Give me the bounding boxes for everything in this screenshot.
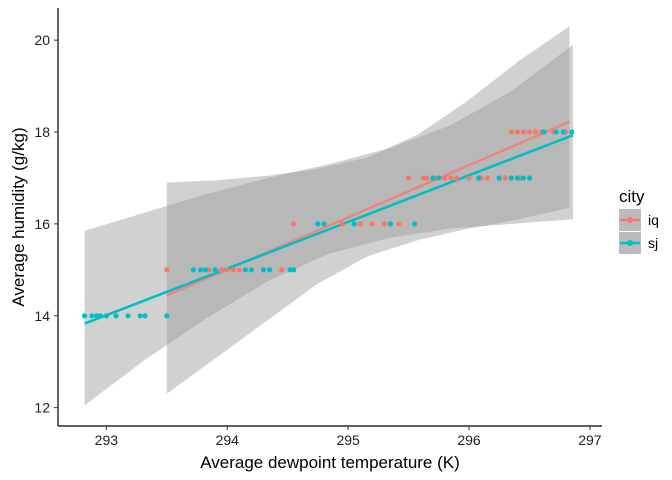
- point-iq: [236, 267, 242, 273]
- point-sj: [412, 221, 418, 227]
- legend-label-iq: iq: [648, 212, 659, 228]
- point-sj: [198, 267, 204, 273]
- x-axis-title: Average dewpoint temperature (K): [200, 453, 460, 472]
- legend-label-sj: sj: [648, 235, 658, 251]
- y-axis-title: Average humidity (g/kg): [9, 127, 28, 306]
- legend-key-point-iq: [627, 217, 633, 223]
- point-sj: [315, 221, 321, 227]
- y-tick-label: 16: [34, 216, 50, 232]
- point-iq: [502, 175, 508, 181]
- point-sj: [526, 175, 533, 181]
- point-iq: [357, 221, 363, 227]
- point-sj: [142, 313, 148, 319]
- point-iq: [424, 175, 430, 181]
- point-iq: [466, 175, 472, 181]
- point-sj: [287, 267, 293, 273]
- point-sj: [82, 313, 88, 319]
- x-tick-label: 296: [457, 432, 481, 448]
- point-iq: [514, 129, 521, 135]
- point-iq: [339, 221, 345, 227]
- point-sj: [508, 175, 514, 181]
- point-iq: [406, 175, 412, 181]
- point-iq: [532, 129, 539, 135]
- point-sj: [387, 221, 393, 227]
- point-sj: [560, 129, 566, 135]
- point-sj: [514, 175, 521, 181]
- point-sj: [496, 175, 502, 181]
- y-tick-label: 20: [34, 32, 50, 48]
- point-iq: [484, 175, 490, 181]
- point-iq: [230, 267, 236, 273]
- point-iq: [206, 267, 212, 273]
- point-iq: [164, 267, 170, 273]
- point-sj: [190, 267, 196, 273]
- point-sj: [89, 313, 95, 319]
- point-sj: [520, 175, 527, 181]
- point-sj: [137, 313, 143, 319]
- point-sj: [164, 313, 170, 319]
- confidence-band-iq: [166, 26, 570, 394]
- point-iq: [520, 129, 527, 135]
- point-sj: [351, 221, 357, 227]
- legend: city iq sj: [619, 187, 659, 254]
- point-sj: [242, 267, 248, 273]
- point-sj: [248, 267, 254, 273]
- y-tick-label: 14: [34, 308, 50, 324]
- point-iq: [218, 267, 224, 273]
- point-iq: [448, 175, 454, 181]
- point-sj: [436, 175, 442, 181]
- point-sj: [553, 129, 559, 135]
- point-iq: [396, 221, 402, 227]
- axes: 293 294 295 296 297 12 14 16 18 20: [34, 8, 602, 448]
- point-sj: [202, 267, 209, 273]
- point-sj: [125, 313, 131, 319]
- point-sj: [113, 313, 119, 319]
- point-iq: [291, 221, 297, 227]
- point-sj: [476, 175, 482, 181]
- y-tick-label: 12: [34, 400, 50, 416]
- point-iq: [508, 129, 514, 135]
- point-iq: [279, 267, 285, 273]
- point-iq: [526, 129, 533, 135]
- legend-key-point-sj: [627, 240, 633, 246]
- point-iq: [420, 175, 426, 181]
- point-sj: [260, 267, 267, 273]
- fit-lines: [84, 120, 574, 325]
- y-tick-label: 18: [34, 124, 50, 140]
- point-sj: [541, 129, 547, 135]
- point-sj: [94, 313, 100, 319]
- point-sj: [430, 175, 436, 181]
- fit-line-sj: [84, 134, 574, 325]
- point-sj: [291, 267, 297, 273]
- point-iq: [369, 221, 375, 227]
- point-iq: [381, 221, 387, 227]
- confidence-bands: [84, 26, 573, 406]
- x-tick-label: 294: [216, 432, 240, 448]
- point-iq: [224, 267, 230, 273]
- point-iq: [442, 175, 448, 181]
- point-sj: [569, 129, 575, 135]
- point-sj: [103, 313, 109, 319]
- point-sj: [212, 267, 218, 273]
- point-sj: [97, 313, 103, 319]
- x-tick-label: 293: [95, 432, 119, 448]
- data-points: [82, 129, 575, 319]
- point-sj: [267, 267, 273, 273]
- legend-title: city: [619, 187, 645, 206]
- point-iq: [454, 175, 460, 181]
- x-tick-label: 295: [336, 432, 360, 448]
- x-tick-label: 297: [578, 432, 602, 448]
- point-sj: [321, 221, 327, 227]
